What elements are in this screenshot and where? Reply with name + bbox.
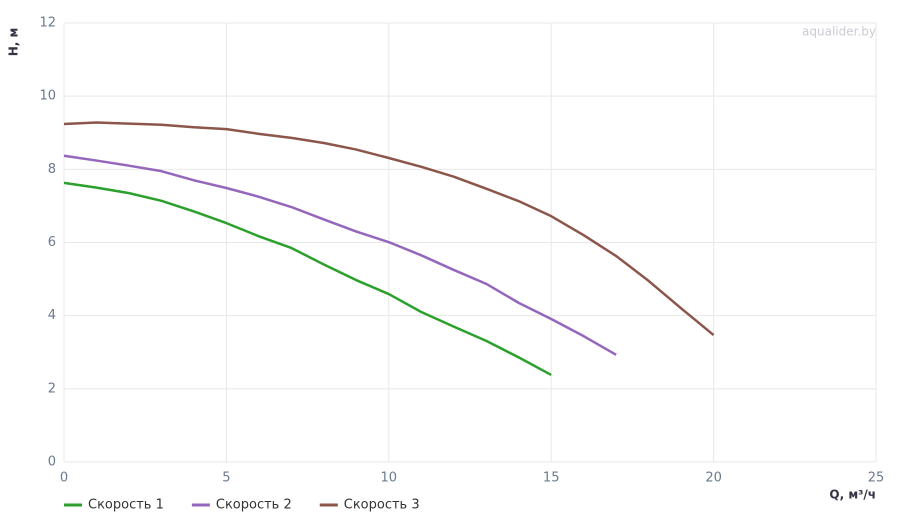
legend-label: Скорость 1 xyxy=(88,498,164,513)
x-tick-label: 25 xyxy=(868,471,885,486)
x-tick-label: 15 xyxy=(543,471,560,486)
y-tick-label: 4 xyxy=(48,308,56,323)
y-axis-label: H, м xyxy=(7,28,21,57)
y-tick-label: 8 xyxy=(48,162,56,177)
x-tick-label: 0 xyxy=(60,471,68,486)
series-line xyxy=(63,121,715,337)
series-line xyxy=(63,181,552,377)
y-tick-label: 0 xyxy=(48,455,56,470)
x-tick-label: 5 xyxy=(222,471,230,486)
y-tick-label: 10 xyxy=(39,89,56,104)
x-tick-label: 20 xyxy=(705,471,722,486)
y-tick-label: 6 xyxy=(48,235,56,250)
x-axis-label: Q, м³/ч xyxy=(829,488,876,502)
series-line xyxy=(63,154,617,356)
legend-label: Скорость 3 xyxy=(344,498,420,513)
legend-label: Скорость 2 xyxy=(216,498,292,513)
x-tick-label: 10 xyxy=(381,471,398,486)
y-tick-label: 12 xyxy=(39,16,56,31)
watermark: aqualider.by xyxy=(802,25,876,39)
y-tick-label: 2 xyxy=(48,381,56,396)
